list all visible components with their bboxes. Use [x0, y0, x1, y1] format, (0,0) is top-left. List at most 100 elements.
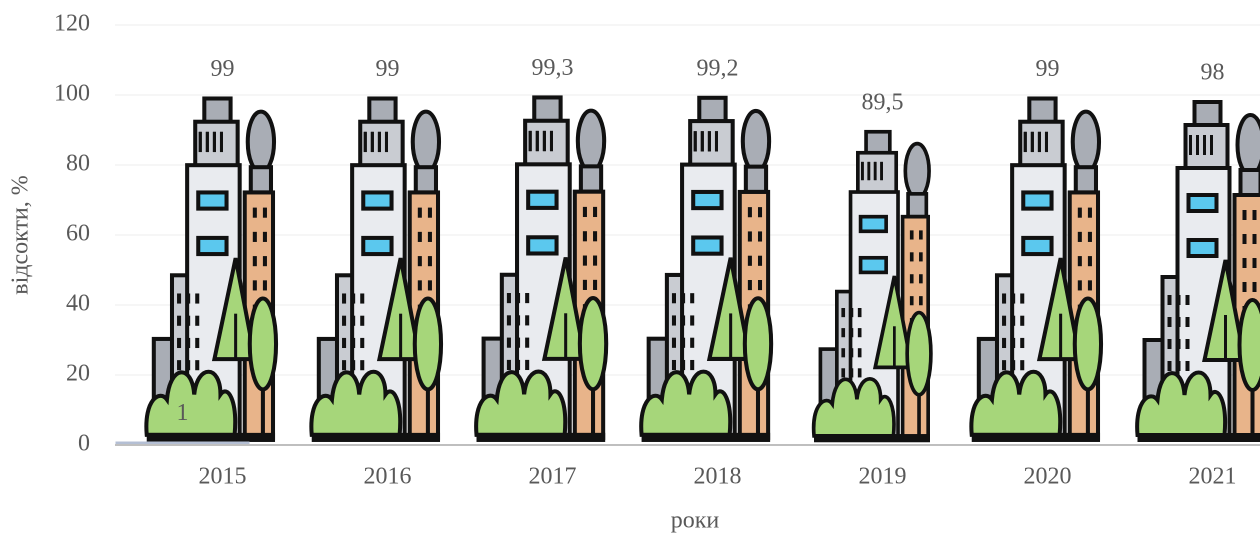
icon-part: [1176, 295, 1181, 305]
icon-part: [1237, 298, 1260, 392]
x-tick-label: 2015: [199, 464, 247, 490]
icon-part: [919, 252, 923, 262]
icon-part: [1176, 317, 1181, 327]
x-tick-label: 2020: [1024, 464, 1072, 490]
icon-part: [841, 348, 846, 358]
icon-part: [906, 192, 929, 219]
icon-part: [1167, 339, 1172, 349]
value-label: 89,5: [862, 89, 904, 115]
icon-part: [186, 315, 191, 326]
icon-part: [1176, 361, 1181, 371]
pictogram-bar: [811, 129, 933, 443]
icon-part: [575, 108, 607, 174]
icon-part: [1087, 280, 1092, 291]
icon-part: [1021, 190, 1054, 211]
icon-part: [857, 368, 862, 378]
icon-part: [196, 190, 229, 211]
icon-part: [757, 207, 763, 218]
icon-part: [1252, 210, 1257, 220]
icon-part: [427, 207, 432, 218]
icon-part: [516, 359, 521, 371]
icon-part: [742, 296, 774, 392]
icon-part: [1242, 234, 1247, 244]
icon-part: [1002, 293, 1007, 304]
icon-part: [639, 369, 733, 437]
icon-part: [474, 369, 568, 437]
icon-part: [1167, 317, 1172, 327]
icon-part: [681, 293, 686, 304]
icon-part: [342, 293, 347, 304]
icon-part: [248, 165, 274, 195]
icon-part: [691, 189, 724, 211]
icon-part: [196, 235, 229, 257]
icon-part: [351, 337, 356, 349]
icon-part: [849, 368, 854, 378]
icon-part: [412, 296, 444, 392]
icon-part: [1070, 109, 1102, 175]
icon-part: [690, 315, 695, 326]
icon-part: [582, 255, 587, 266]
pictogram-bar: [969, 96, 1104, 442]
value-label: 99,3: [532, 55, 574, 81]
icon-part: [577, 296, 609, 392]
icon-part: [1002, 315, 1007, 326]
icon-part: [177, 293, 182, 304]
icon-part: [811, 377, 896, 438]
icon-part: [1011, 360, 1016, 371]
icon-part: [1002, 337, 1007, 349]
icon-part: [252, 231, 257, 242]
icon-part: [342, 337, 347, 349]
icon-part: [417, 280, 422, 291]
icon-part: [516, 337, 521, 348]
icon-part: [252, 280, 257, 291]
icon-part: [593, 231, 598, 242]
icon-part: [593, 206, 598, 218]
icon-part: [351, 360, 356, 371]
icon-part: [525, 359, 530, 371]
icon-part: [582, 206, 587, 218]
icon-part: [413, 165, 439, 195]
icon-part: [186, 360, 191, 371]
icon-part: [971, 432, 1101, 442]
icon-part: [849, 308, 854, 318]
icon-part: [688, 119, 735, 169]
icon-part: [697, 95, 728, 125]
y-tick-label: 60: [66, 221, 90, 247]
icon-part: [525, 337, 530, 348]
icon-part: [747, 207, 752, 218]
icon-part: [1252, 282, 1257, 292]
icon-part: [1252, 234, 1257, 244]
icon-part: [1185, 295, 1190, 305]
icon-part: [1087, 207, 1092, 218]
icon-part: [849, 328, 854, 338]
icon-part: [1027, 96, 1058, 125]
icon-part: [690, 359, 695, 371]
icon-part: [506, 359, 511, 371]
x-tick-label: 2018: [694, 464, 742, 490]
icon-part: [417, 256, 422, 267]
x-tick-label: 2019: [859, 464, 907, 490]
icon-part: [186, 337, 191, 349]
icon-part: [262, 280, 267, 291]
icon-part: [1242, 282, 1247, 292]
icon-part: [1036, 257, 1083, 362]
y-tick-label: 120: [54, 11, 90, 37]
icon-part: [476, 432, 606, 442]
icon-part: [309, 369, 403, 437]
icon-part: [195, 360, 200, 371]
icon-part: [690, 293, 695, 304]
icon-part: [909, 274, 914, 284]
icon-part: [1186, 238, 1219, 258]
icon-part: [841, 328, 846, 338]
x-tick-label: 2016: [364, 464, 412, 490]
y-tick-label: 80: [66, 151, 90, 177]
icon-part: [376, 257, 423, 362]
icon-part: [1011, 293, 1016, 304]
icon-part: [681, 337, 686, 348]
icon-part: [311, 432, 441, 442]
icon-part: [909, 296, 914, 306]
icon-part: [671, 359, 676, 371]
icon-part: [919, 274, 923, 284]
icon-part: [361, 190, 394, 211]
icon-part: [360, 360, 365, 371]
